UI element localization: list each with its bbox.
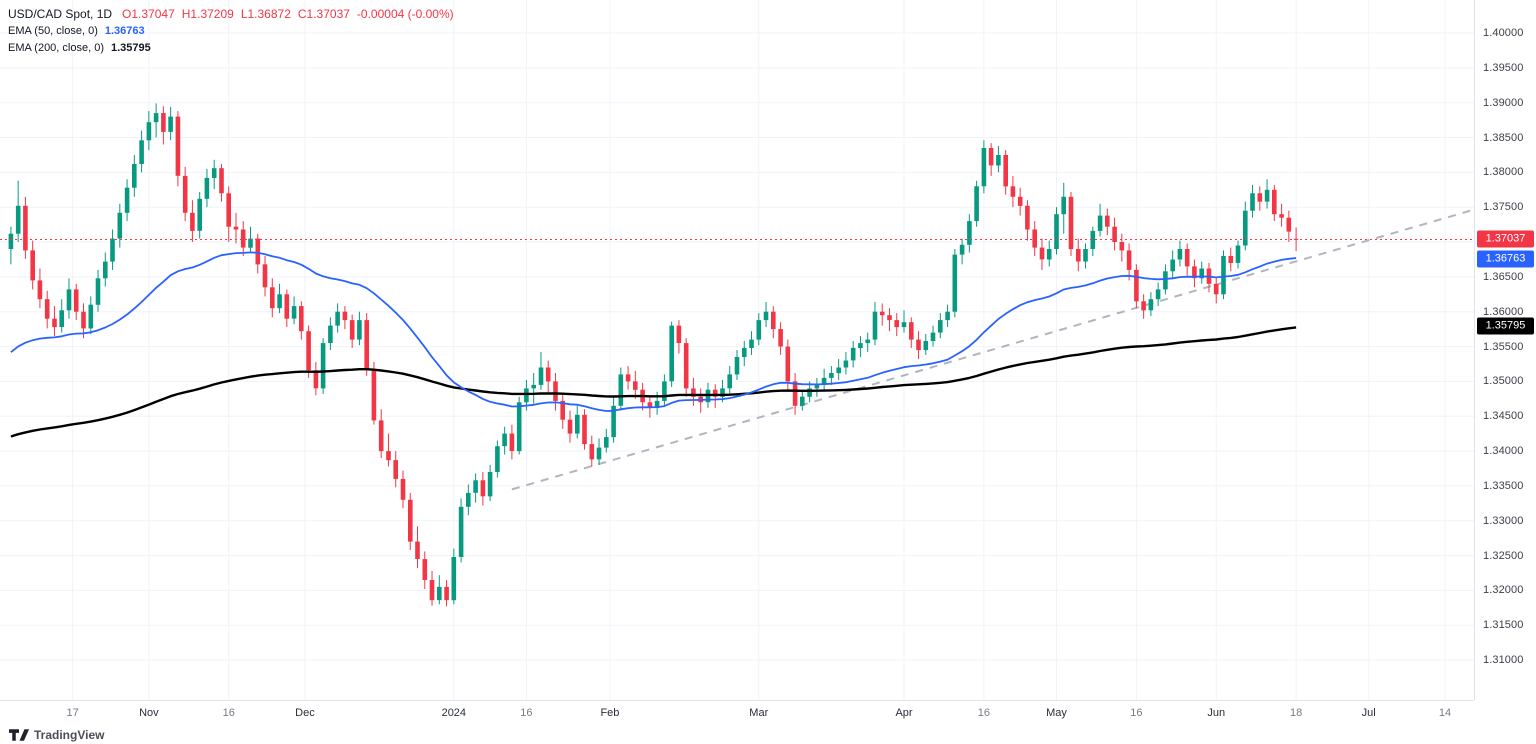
time-tick-label[interactable]: 16: [520, 707, 533, 719]
chart-row: USD/CAD Spot, 1D O1.37047 H1.37209 L1.36…: [0, 0, 1536, 700]
time-tick-label[interactable]: 16: [1130, 707, 1143, 719]
ema50-value: 1.36763: [104, 24, 145, 37]
price-tick-label: 1.39500: [1483, 61, 1524, 74]
time-tick-label[interactable]: Feb: [600, 707, 620, 719]
ema200-label: EMA (200, close, 0): [8, 41, 104, 54]
price-tick-label: 1.32000: [1483, 584, 1524, 597]
price-tick-label: 1.36000: [1483, 305, 1524, 318]
price-tick-label: 1.39000: [1483, 96, 1524, 109]
time-tick-label[interactable]: Jul: [1361, 707, 1376, 719]
time-axis[interactable]: 17 Nov 16 Dec 2024 16 Feb Mar Apr 16 May 16 Jun 18 Jul…: [0, 700, 1474, 726]
time-tick-label[interactable]: Dec: [295, 707, 315, 719]
time-tick-label[interactable]: 17: [66, 707, 79, 719]
price-tick-label: 1.40000: [1483, 27, 1524, 40]
price-tick-label: 1.33500: [1483, 479, 1524, 492]
time-tick-label[interactable]: 18: [1289, 707, 1303, 719]
price-tick-label: 1.31000: [1483, 654, 1524, 667]
last-price-badge: 1.37037: [1477, 230, 1534, 248]
tradingview-logo[interactable]: [9, 729, 29, 741]
symbol-title[interactable]: USD/CAD Spot, 1D: [8, 6, 113, 21]
chart-plot[interactable]: [0, 0, 1474, 700]
symbol-row[interactable]: USD/CAD Spot, 1D O1.37047 H1.37209 L1.36…: [8, 5, 454, 22]
time-tick-label[interactable]: Apr: [895, 707, 913, 719]
ohlc-low: L1.36872: [240, 6, 291, 21]
price-tick-label: 1.32500: [1483, 549, 1524, 562]
price-tick-label: 1.34500: [1483, 410, 1524, 423]
ohlc-close: C1.37037: [297, 6, 350, 21]
time-tick-label[interactable]: Mar: [749, 707, 769, 719]
price-tick-label: 1.36500: [1483, 270, 1524, 283]
price-tick-label: 1.31500: [1483, 619, 1524, 632]
tradingview-logo-icon: [9, 729, 29, 741]
ohlc-open: O1.37047: [122, 6, 175, 21]
ema200-value-badge: 1.35795: [1477, 317, 1534, 335]
time-tick-label[interactable]: 16: [977, 707, 990, 719]
brand-name[interactable]: TradingView: [34, 728, 105, 742]
footer: TradingView: [0, 726, 1536, 744]
chart-area: USD/CAD Spot, 1D O1.37047 H1.37209 L1.36…: [0, 0, 1474, 700]
price-tick-label: 1.35000: [1483, 375, 1524, 388]
price-tick-label: 1.34000: [1483, 445, 1524, 458]
ema50-row[interactable]: EMA (50, close, 0) 1.36763: [8, 22, 454, 39]
price-axis[interactable]: 1.40000 1.39500 1.39000 1.38500 1.38000 1.375…: [1474, 0, 1536, 700]
price-tick-label: 1.37500: [1483, 201, 1524, 214]
time-tick-label[interactable]: Nov: [139, 707, 159, 719]
price-tick-label: 1.38000: [1483, 166, 1524, 179]
ema50-value-badge: 1.36763: [1477, 250, 1534, 268]
ema200-value: 1.35795: [111, 41, 151, 54]
time-tick-label[interactable]: 2024: [441, 707, 467, 719]
time-tick-label[interactable]: 14: [1438, 707, 1452, 719]
price-change: -0.00004 (-0.00%): [356, 6, 454, 21]
ema200-row[interactable]: EMA (200, close, 0) 1.35795: [8, 39, 454, 56]
price-tick-label: 1.38500: [1483, 131, 1524, 144]
price-tick-label: 1.35500: [1483, 340, 1524, 353]
time-tick-label[interactable]: Jun: [1207, 707, 1226, 719]
price-tick-label: 1.33000: [1483, 514, 1524, 527]
time-tick-label[interactable]: 16: [222, 707, 235, 719]
time-tick-label[interactable]: May: [1046, 707, 1067, 719]
legend: USD/CAD Spot, 1D O1.37047 H1.37209 L1.36…: [8, 5, 454, 56]
ohlc-high: H1.37209: [181, 6, 234, 21]
ema50-label: EMA (50, close, 0): [8, 24, 98, 37]
